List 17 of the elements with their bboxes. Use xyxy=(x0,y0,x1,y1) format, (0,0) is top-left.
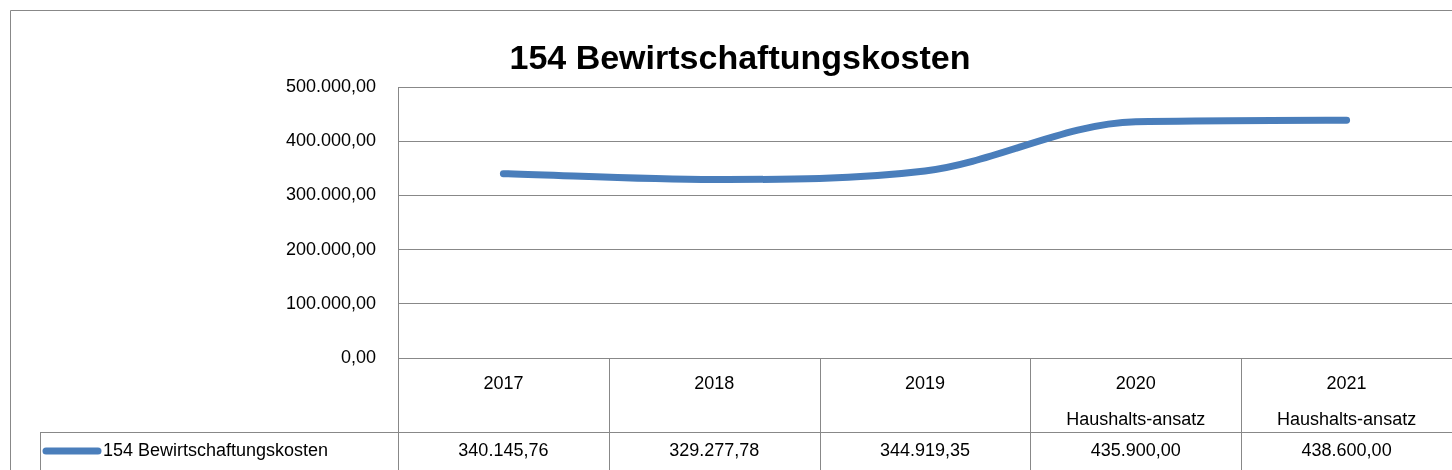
data-label: 340.145,76 xyxy=(458,439,549,460)
y-tick-label: 300.000,00 xyxy=(285,184,376,205)
data-label: 435.900,00 xyxy=(1090,439,1181,460)
data-label: 344.919,35 xyxy=(879,439,971,460)
x-tick-label: 2017 xyxy=(483,372,524,393)
chart-title: 154 Bewirtschaftungskosten xyxy=(509,38,971,77)
x-tick-label: 2019 xyxy=(904,372,946,393)
data-label: 438.600,00 xyxy=(1301,439,1392,460)
x-tick-label: 2020 Haushalts-ansatz xyxy=(1066,372,1206,429)
x-tick-label: 2018 xyxy=(694,372,735,393)
y-tick-label: 200.000,00 xyxy=(285,238,376,259)
y-tick-label: 0,00 xyxy=(340,346,376,367)
x-tick-label: 2021 Haushalts-ansatz xyxy=(1277,372,1417,429)
y-tick-label: 400.000,00 xyxy=(285,130,376,151)
y-tick-label: 100.000,00 xyxy=(285,292,376,313)
data-label: 329.277,78 xyxy=(669,439,760,460)
y-tick-label: 500.000,00 xyxy=(285,75,376,96)
